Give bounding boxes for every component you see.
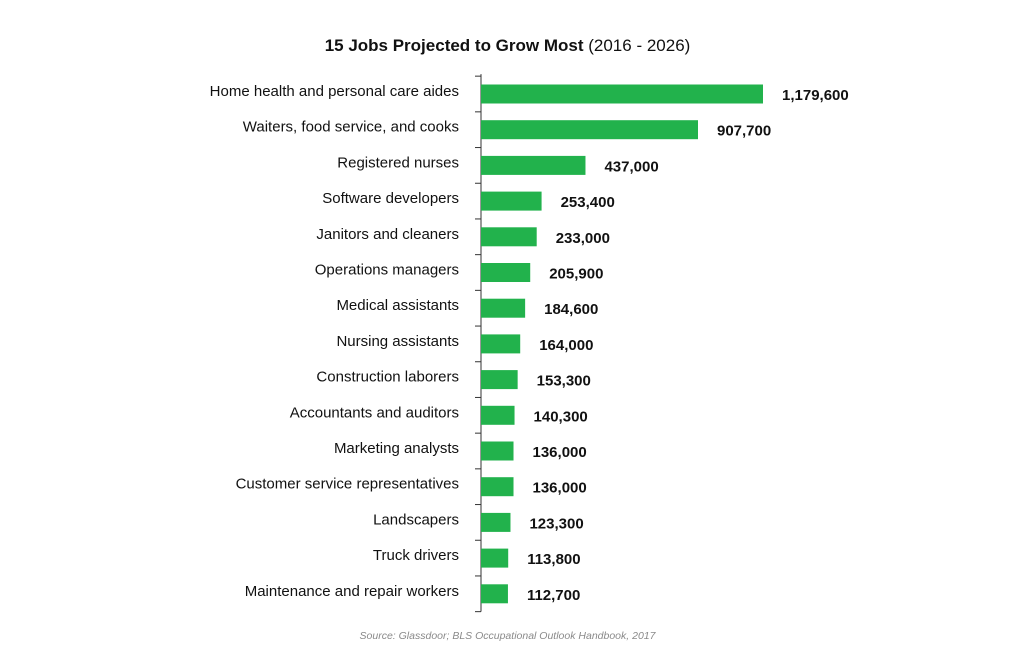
- value-label: 1,179,600: [782, 87, 849, 104]
- bar: [481, 120, 698, 140]
- value-label: 140,300: [534, 408, 588, 425]
- category-label: Waiters, food service, and cooks: [243, 119, 459, 136]
- source-note: Source: Glassdoor; BLS Occupational Outl…: [359, 630, 656, 642]
- category-label: Registered nurses: [337, 154, 459, 171]
- value-label: 907,700: [717, 123, 771, 140]
- value-label: 233,000: [556, 230, 610, 247]
- category-label: Maintenance and repair workers: [245, 583, 459, 600]
- value-label: 123,300: [529, 515, 583, 532]
- bar: [481, 405, 515, 425]
- category-label: Construction laborers: [316, 369, 459, 386]
- value-label: 113,800: [527, 551, 580, 568]
- value-label: 153,300: [537, 373, 591, 390]
- value-label: 136,000: [533, 444, 587, 461]
- category-label: Software developers: [322, 190, 459, 207]
- value-label: 112,700: [527, 587, 580, 604]
- chart-title: 15 Jobs Projected to Grow Most (2016 - 2…: [0, 36, 1015, 56]
- bar: [481, 512, 511, 532]
- bar: [481, 548, 509, 568]
- chart-title-suffix: (2016 - 2026): [583, 36, 691, 55]
- bar: [481, 227, 537, 247]
- value-label: 205,900: [549, 265, 603, 282]
- bar: [481, 155, 586, 175]
- chart-title-main: 15 Jobs Projected to Grow Most: [324, 36, 584, 55]
- value-label: 184,600: [544, 301, 598, 318]
- value-label: 136,000: [533, 480, 587, 497]
- bar: [481, 191, 542, 211]
- category-label: Customer service representatives: [236, 476, 459, 493]
- bar: [481, 298, 526, 318]
- bar: [481, 477, 514, 497]
- category-label: Accountants and auditors: [290, 404, 459, 421]
- category-label: Truck drivers: [373, 547, 459, 564]
- category-label: Nursing assistants: [336, 333, 459, 350]
- value-label: 164,000: [539, 337, 593, 354]
- bar: [481, 263, 531, 282]
- bar: [481, 441, 514, 461]
- category-label: Marketing analysts: [334, 440, 459, 457]
- category-label: Operations managers: [315, 261, 459, 278]
- bar: [481, 84, 763, 104]
- bar: [481, 370, 518, 390]
- category-label: Janitors and cleaners: [316, 226, 459, 243]
- value-label: 253,400: [561, 194, 615, 211]
- category-label: Home health and personal care aides: [210, 83, 459, 100]
- value-label: 437,000: [604, 158, 658, 175]
- bar: [481, 334, 521, 354]
- category-label: Landscapers: [373, 511, 459, 528]
- bar: [481, 584, 508, 604]
- category-label: Medical assistants: [336, 297, 459, 314]
